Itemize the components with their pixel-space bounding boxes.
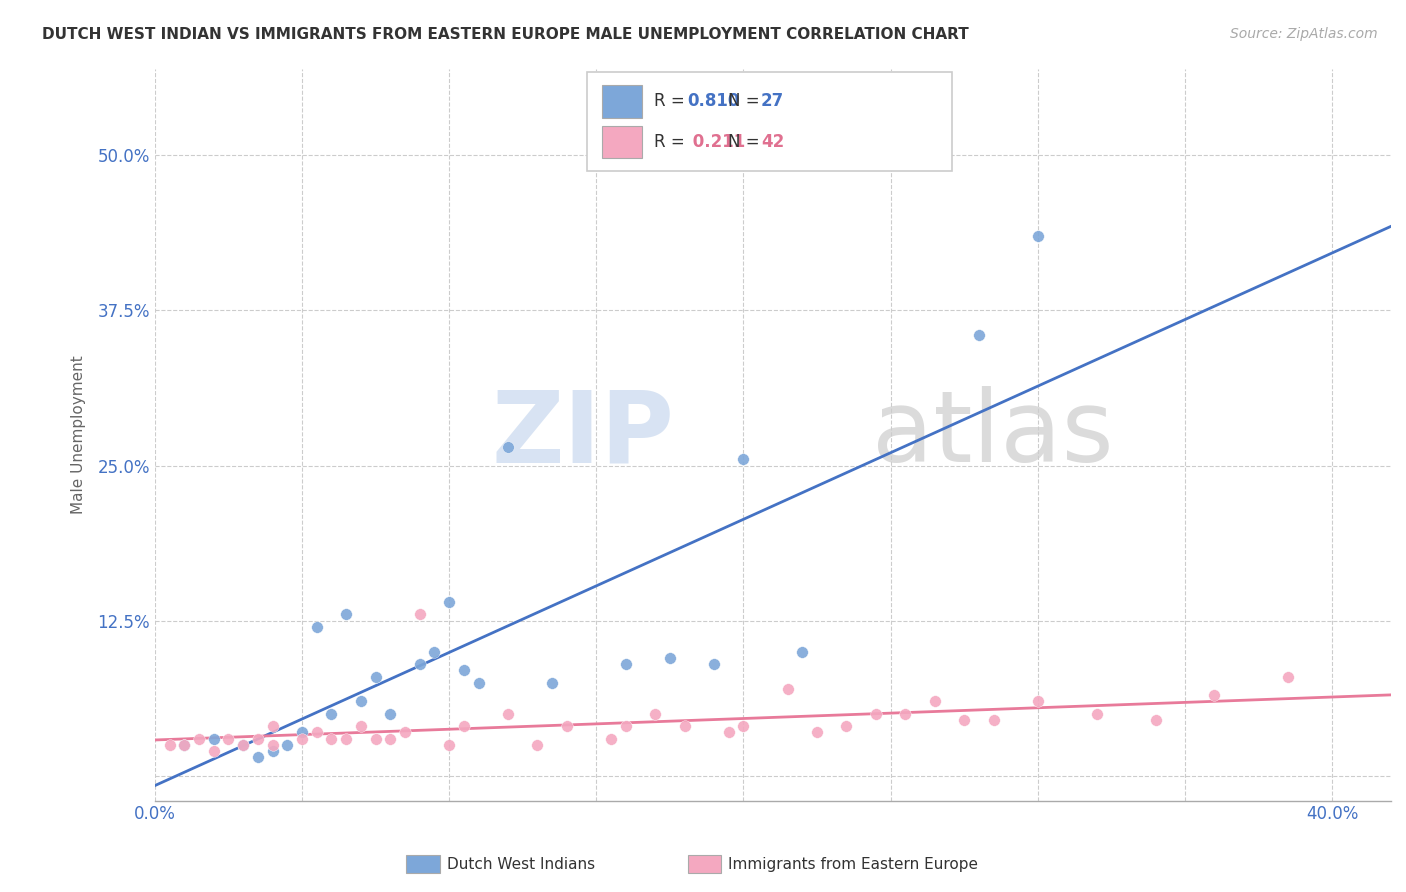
Text: 0.810: 0.810 (688, 93, 740, 111)
Point (262, 738, 284, 752)
Point (496, 706, 519, 721)
Text: R =: R = (654, 133, 689, 151)
Point (188, 731, 211, 746)
Point (364, 731, 387, 746)
Point (1277, 669, 1299, 683)
Point (335, 731, 357, 746)
Point (159, 738, 181, 752)
Point (924, 694, 946, 708)
Point (453, 663, 475, 677)
Point (291, 731, 314, 746)
Point (541, 675, 564, 690)
Point (555, 719, 578, 733)
Point (173, 738, 195, 752)
Text: atlas: atlas (872, 386, 1114, 483)
Text: Dutch West Indians: Dutch West Indians (447, 857, 595, 871)
Point (983, 713, 1005, 727)
Point (776, 681, 799, 696)
Point (394, 725, 416, 739)
Point (437, 595, 460, 609)
Point (380, 731, 402, 746)
Point (409, 607, 432, 622)
Point (350, 719, 373, 733)
Point (262, 719, 284, 733)
Point (644, 706, 666, 721)
Text: Source: ZipAtlas.com: Source: ZipAtlas.com (1230, 27, 1378, 41)
Point (291, 725, 314, 739)
Point (806, 725, 828, 739)
Point (526, 738, 548, 752)
Text: Immigrants from Eastern Europe: Immigrants from Eastern Europe (728, 857, 979, 871)
Point (733, 452, 755, 467)
Point (1204, 688, 1226, 702)
Point (894, 706, 917, 721)
Point (217, 731, 239, 746)
Point (733, 719, 755, 733)
Point (1026, 694, 1049, 708)
Point (305, 620, 328, 634)
Point (453, 719, 475, 733)
Point (614, 657, 637, 672)
Point (1026, 229, 1049, 244)
Point (614, 719, 637, 733)
Point (321, 731, 343, 746)
Text: ZIP: ZIP (491, 386, 673, 483)
Point (232, 738, 254, 752)
Point (305, 725, 328, 739)
FancyBboxPatch shape (588, 72, 952, 171)
Point (600, 731, 623, 746)
Point (792, 645, 814, 659)
Y-axis label: Male Unemployment: Male Unemployment (72, 355, 86, 514)
Point (380, 706, 402, 721)
Point (246, 731, 269, 746)
Point (967, 328, 990, 343)
Point (262, 744, 284, 758)
Text: 0.211: 0.211 (688, 133, 745, 151)
Point (953, 713, 976, 727)
Text: DUTCH WEST INDIAN VS IMMIGRANTS FROM EASTERN EUROPE MALE UNEMPLOYMENT CORRELATIO: DUTCH WEST INDIAN VS IMMIGRANTS FROM EAS… (42, 27, 969, 42)
Point (335, 607, 357, 622)
Point (423, 645, 446, 659)
Point (658, 651, 681, 665)
Point (202, 744, 225, 758)
Point (496, 440, 519, 454)
Point (232, 738, 254, 752)
Text: R =: R = (654, 93, 689, 111)
Point (364, 669, 387, 683)
Point (246, 750, 269, 764)
Point (350, 694, 373, 708)
FancyBboxPatch shape (602, 126, 643, 158)
Point (409, 657, 432, 672)
Point (173, 738, 195, 752)
Point (835, 719, 858, 733)
Point (276, 738, 298, 752)
Point (321, 706, 343, 721)
Point (673, 719, 696, 733)
Point (717, 725, 740, 739)
Text: 27: 27 (761, 93, 785, 111)
FancyBboxPatch shape (602, 86, 643, 118)
Text: N =: N = (727, 93, 765, 111)
Point (467, 675, 489, 690)
Point (202, 731, 225, 746)
Point (1085, 706, 1108, 721)
Point (437, 738, 460, 752)
Text: 42: 42 (761, 133, 785, 151)
Point (865, 706, 887, 721)
Text: N =: N = (727, 133, 765, 151)
Point (703, 657, 725, 672)
Point (1144, 713, 1167, 727)
